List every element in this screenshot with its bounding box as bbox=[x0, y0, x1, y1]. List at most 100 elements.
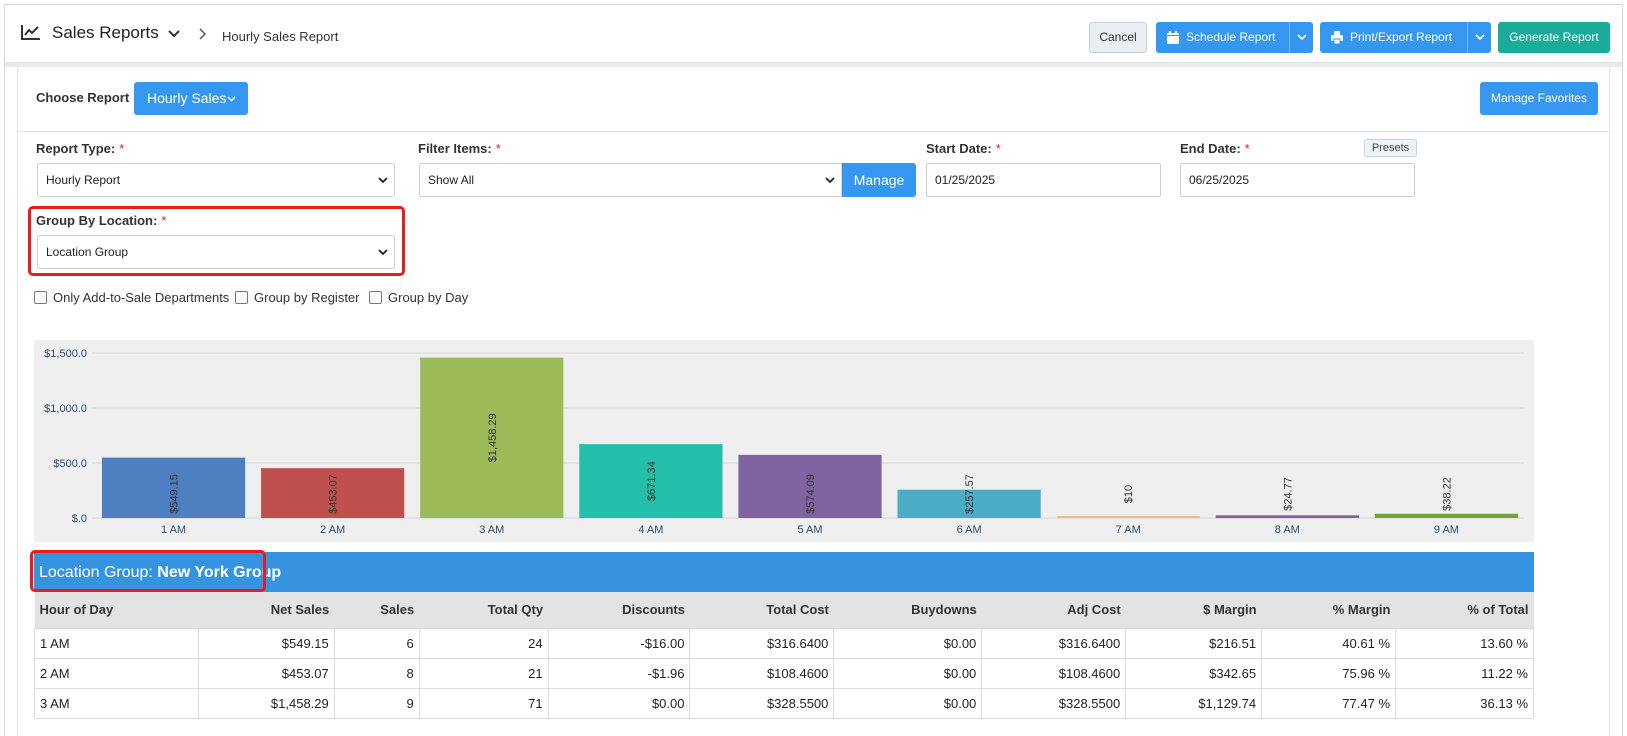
cell: 11.22 % bbox=[1395, 657, 1534, 689]
cell: $0.00 bbox=[833, 657, 983, 689]
end-date-label: End Date: * bbox=[1180, 141, 1250, 156]
cell: 21 bbox=[418, 657, 549, 689]
col-percent-margin[interactable]: % Margin bbox=[1261, 592, 1396, 629]
y-tick-label: $1,500.0 bbox=[44, 348, 87, 360]
manage-favorites-button[interactable]: Manage Favorites bbox=[1480, 82, 1598, 115]
col-total-cost[interactable]: Total Cost bbox=[689, 592, 834, 629]
x-tick-label: 9 AM bbox=[1434, 524, 1459, 536]
data-label: $671.34 bbox=[646, 461, 658, 501]
schedule-report-label: Schedule Report bbox=[1186, 30, 1276, 44]
y-tick-label: $.0 bbox=[72, 513, 87, 525]
cell: $216.51 bbox=[1125, 627, 1263, 659]
page-title: Sales Reports bbox=[52, 23, 159, 42]
y-tick-label: $1,000.0 bbox=[44, 403, 87, 415]
x-tick-label: 3 AM bbox=[479, 524, 504, 536]
checkbox-only-add-to-sale[interactable]: Only Add-to-Sale Departments bbox=[34, 290, 229, 305]
cell: 77.47 % bbox=[1261, 687, 1396, 719]
choose-report-row: Choose Report Hourly Sales Manage Favori… bbox=[18, 67, 1609, 132]
table-row: 1 AM $549.15 6 24 -$16.00 $316.6400 $0.0… bbox=[34, 627, 1534, 659]
breadcrumb-separator-icon bbox=[199, 28, 207, 40]
cell: 40.61 % bbox=[1261, 627, 1396, 659]
data-label: $10 bbox=[1123, 485, 1135, 503]
cell: 24 bbox=[418, 627, 549, 659]
chevron-down-icon[interactable] bbox=[167, 27, 181, 41]
app-window: Sales Reports Hourly Sales Report Cancel… bbox=[4, 4, 1623, 736]
col-buydowns[interactable]: Buydowns bbox=[833, 592, 982, 629]
col-total-qty[interactable]: Total Qty bbox=[419, 592, 549, 629]
cell: 75.96 % bbox=[1261, 657, 1396, 689]
x-tick-label: 5 AM bbox=[797, 524, 822, 536]
highlight-location-group bbox=[30, 550, 266, 592]
start-date-input[interactable]: 01/25/2025 bbox=[926, 163, 1161, 197]
cell: $328.5500 bbox=[689, 687, 835, 719]
table-row: 3 AM $1,458.29 9 71 $0.00 $328.5500 $0.0… bbox=[34, 687, 1534, 719]
report-selector-button[interactable]: Hourly Sales bbox=[134, 82, 248, 115]
cell: $549.15 bbox=[197, 627, 335, 659]
cancel-button[interactable]: Cancel bbox=[1089, 22, 1147, 53]
checkbox-box[interactable] bbox=[235, 291, 248, 304]
group-by-location-label: Group By Location: * bbox=[36, 213, 167, 228]
table-header-row: Hour of Day Net Sales Sales Total Qty Di… bbox=[34, 592, 1534, 629]
cell: 8 bbox=[333, 657, 420, 689]
chart-bar bbox=[101, 457, 246, 518]
location-group-prefix: Location Group: bbox=[39, 564, 158, 581]
chart-bar bbox=[1374, 513, 1519, 518]
checkbox-box[interactable] bbox=[34, 291, 47, 304]
cell: $342.65 bbox=[1125, 657, 1263, 689]
generate-report-button[interactable]: Generate Report bbox=[1498, 22, 1610, 53]
location-group-name: New York Group bbox=[157, 564, 282, 581]
cell: 3 AM bbox=[34, 687, 199, 719]
print-dropdown-toggle[interactable] bbox=[1467, 22, 1491, 53]
chart-bar bbox=[579, 444, 723, 518]
required-mark: * bbox=[995, 141, 1001, 156]
line-chart-icon bbox=[21, 25, 40, 40]
report-selector-label: Hourly Sales bbox=[147, 90, 227, 106]
manage-filter-button[interactable]: Manage bbox=[842, 163, 916, 197]
required-mark: * bbox=[495, 141, 501, 156]
data-label: $574.09 bbox=[805, 474, 817, 514]
chevron-down-icon bbox=[378, 177, 388, 184]
required-mark: * bbox=[119, 141, 125, 156]
cell: $0.00 bbox=[833, 627, 983, 659]
data-label: $38.22 bbox=[1441, 477, 1453, 511]
cell: 13.60 % bbox=[1395, 627, 1534, 659]
cell: -$16.00 bbox=[547, 627, 691, 659]
cell: $108.4600 bbox=[689, 657, 835, 689]
filter-items-select[interactable]: Show All bbox=[419, 163, 842, 197]
cell: 2 AM bbox=[34, 657, 199, 689]
location-group-header: Location Group: New York Group bbox=[34, 552, 1534, 592]
chart-bar bbox=[420, 357, 564, 518]
checkbox-group-by-day[interactable]: Group by Day bbox=[369, 290, 468, 305]
checkbox-group-by-register[interactable]: Group by Register bbox=[235, 290, 360, 305]
col-hour-of-day[interactable]: Hour of Day bbox=[34, 592, 199, 629]
chart-bar bbox=[738, 454, 882, 518]
checkbox-box[interactable] bbox=[369, 291, 382, 304]
cell: 6 bbox=[333, 627, 420, 659]
required-mark: * bbox=[1244, 141, 1250, 156]
schedule-report-button[interactable]: Schedule Report bbox=[1156, 22, 1313, 53]
x-tick-label: 7 AM bbox=[1116, 524, 1141, 536]
group-by-location-select[interactable]: Location Group bbox=[37, 235, 395, 269]
printer-icon bbox=[1331, 31, 1343, 44]
report-type-label: Report Type: * bbox=[36, 141, 125, 156]
data-label: $549.15 bbox=[169, 474, 181, 514]
breadcrumb: Hourly Sales Report bbox=[222, 29, 339, 44]
col-adj-cost[interactable]: Adj Cost bbox=[981, 592, 1126, 629]
data-label: $257.57 bbox=[964, 474, 976, 514]
chart-bar bbox=[1056, 516, 1200, 518]
col-net-sales[interactable]: Net Sales bbox=[198, 592, 335, 629]
col-discounts[interactable]: Discounts bbox=[548, 592, 690, 629]
col-sales[interactable]: Sales bbox=[334, 592, 420, 629]
cell: $0.00 bbox=[547, 687, 691, 719]
col-dollar-margin[interactable]: $ Margin bbox=[1125, 592, 1262, 629]
cell: $0.00 bbox=[833, 687, 983, 719]
schedule-dropdown-toggle[interactable] bbox=[1289, 22, 1313, 53]
print-export-button[interactable]: Print/Export Report bbox=[1320, 22, 1491, 53]
report-type-select[interactable]: Hourly Report bbox=[37, 163, 395, 197]
col-percent-of-total[interactable]: % of Total bbox=[1395, 592, 1534, 629]
start-date-label: Start Date: * bbox=[926, 141, 1001, 156]
end-date-input[interactable]: 06/25/2025 bbox=[1180, 163, 1415, 197]
highlight-group-by-location bbox=[28, 206, 405, 276]
chevron-down-icon bbox=[227, 96, 236, 102]
presets-button[interactable]: Presets bbox=[1364, 139, 1417, 157]
